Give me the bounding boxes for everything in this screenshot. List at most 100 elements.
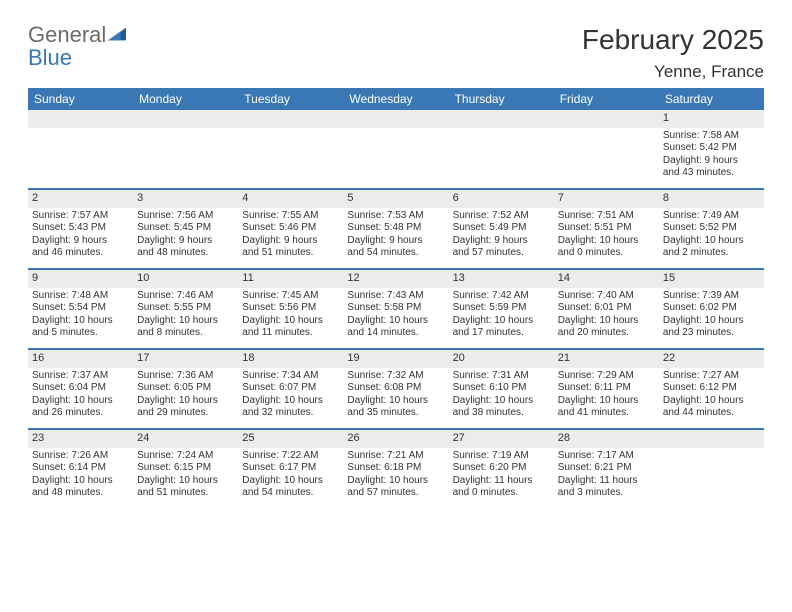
cell-info-line: Sunrise: 7:56 AM (137, 210, 234, 223)
page: General Blue February 2025 Yenne, France… (0, 0, 792, 508)
calendar-cell (554, 110, 659, 188)
calendar-week: 16Sunrise: 7:37 AMSunset: 6:04 PMDayligh… (28, 350, 764, 430)
calendar-cell: 8Sunrise: 7:49 AMSunset: 5:52 PMDaylight… (659, 190, 764, 268)
cell-info-line: Sunset: 5:59 PM (453, 302, 550, 315)
date-number (133, 110, 238, 128)
cell-info-line: Sunrise: 7:48 AM (32, 290, 129, 303)
cell-info-line: Sunrise: 7:26 AM (32, 450, 129, 463)
cell-info-line: Sunrise: 7:27 AM (663, 370, 760, 383)
cell-info-line: Sunset: 5:56 PM (242, 302, 339, 315)
calendar-cell (343, 110, 448, 188)
cell-info-line: and 54 minutes. (242, 487, 339, 500)
cell-info-line: Daylight: 10 hours (242, 315, 339, 328)
cell-info-line: and 23 minutes. (663, 327, 760, 340)
calendar-header-row: Sunday Monday Tuesday Wednesday Thursday… (28, 88, 764, 110)
calendar-cell: 18Sunrise: 7:34 AMSunset: 6:07 PMDayligh… (238, 350, 343, 428)
cell-info-line: Sunset: 6:02 PM (663, 302, 760, 315)
cell-info-line: Sunset: 5:46 PM (242, 222, 339, 235)
date-number: 16 (28, 350, 133, 368)
cell-info-line: Sunrise: 7:52 AM (453, 210, 550, 223)
date-number: 5 (343, 190, 448, 208)
cell-info-line: and 43 minutes. (663, 167, 760, 180)
cell-info-line: Sunrise: 7:46 AM (137, 290, 234, 303)
cell-info-line: Daylight: 10 hours (137, 315, 234, 328)
cell-info-line: Sunset: 6:20 PM (453, 462, 550, 475)
logo-text-block: General Blue (28, 24, 106, 69)
cell-info-line: Sunset: 5:52 PM (663, 222, 760, 235)
cell-info-line: and 17 minutes. (453, 327, 550, 340)
date-number: 12 (343, 270, 448, 288)
cell-info-line: Sunset: 5:43 PM (32, 222, 129, 235)
date-number: 28 (554, 430, 659, 448)
cell-info-line: Daylight: 10 hours (137, 475, 234, 488)
date-number: 17 (133, 350, 238, 368)
cell-info-line: and 5 minutes. (32, 327, 129, 340)
cell-info-line: Daylight: 10 hours (558, 235, 655, 248)
cell-info-line: Sunrise: 7:42 AM (453, 290, 550, 303)
cell-info-line: and 51 minutes. (242, 247, 339, 260)
cell-info-line: Daylight: 10 hours (32, 315, 129, 328)
calendar-cell: 21Sunrise: 7:29 AMSunset: 6:11 PMDayligh… (554, 350, 659, 428)
calendar-cell: 14Sunrise: 7:40 AMSunset: 6:01 PMDayligh… (554, 270, 659, 348)
cell-info-line: Daylight: 9 hours (32, 235, 129, 248)
logo-text-line1: General (28, 22, 106, 47)
cell-info-line: Sunrise: 7:49 AM (663, 210, 760, 223)
cell-info-line: Sunset: 6:01 PM (558, 302, 655, 315)
date-number: 26 (343, 430, 448, 448)
cell-info-line: Sunrise: 7:22 AM (242, 450, 339, 463)
cell-info-line: and 38 minutes. (453, 407, 550, 420)
cell-info-line: and 0 minutes. (558, 247, 655, 260)
calendar-cell: 28Sunrise: 7:17 AMSunset: 6:21 PMDayligh… (554, 430, 659, 508)
calendar-cell: 6Sunrise: 7:52 AMSunset: 5:49 PMDaylight… (449, 190, 554, 268)
calendar-week: 1Sunrise: 7:58 AMSunset: 5:42 PMDaylight… (28, 110, 764, 190)
date-number: 13 (449, 270, 554, 288)
cell-info-line: Daylight: 10 hours (663, 395, 760, 408)
header: General Blue February 2025 Yenne, France (28, 24, 764, 82)
cell-info-line: Sunset: 6:11 PM (558, 382, 655, 395)
cell-info-line: Daylight: 10 hours (242, 475, 339, 488)
cell-info-line: and 57 minutes. (347, 487, 444, 500)
date-number: 11 (238, 270, 343, 288)
calendar-cell: 3Sunrise: 7:56 AMSunset: 5:45 PMDaylight… (133, 190, 238, 268)
calendar-cell: 13Sunrise: 7:42 AMSunset: 5:59 PMDayligh… (449, 270, 554, 348)
date-number (28, 110, 133, 128)
cell-info-line: Sunset: 6:14 PM (32, 462, 129, 475)
cell-info-line: Sunrise: 7:21 AM (347, 450, 444, 463)
date-number: 3 (133, 190, 238, 208)
cell-info-line: Sunrise: 7:32 AM (347, 370, 444, 383)
cell-info-line: Daylight: 9 hours (453, 235, 550, 248)
cell-info-line: Daylight: 11 hours (453, 475, 550, 488)
date-number: 19 (343, 350, 448, 368)
calendar-cell: 23Sunrise: 7:26 AMSunset: 6:14 PMDayligh… (28, 430, 133, 508)
cell-info-line: Daylight: 9 hours (663, 155, 760, 168)
date-number: 6 (449, 190, 554, 208)
day-label-tuesday: Tuesday (238, 88, 343, 110)
calendar-cell: 24Sunrise: 7:24 AMSunset: 6:15 PMDayligh… (133, 430, 238, 508)
cell-info-line: and 20 minutes. (558, 327, 655, 340)
cell-info-line: Sunset: 5:54 PM (32, 302, 129, 315)
cell-info-line: Sunrise: 7:40 AM (558, 290, 655, 303)
calendar-cell: 7Sunrise: 7:51 AMSunset: 5:51 PMDaylight… (554, 190, 659, 268)
cell-info-line: and 57 minutes. (453, 247, 550, 260)
calendar-week: 9Sunrise: 7:48 AMSunset: 5:54 PMDaylight… (28, 270, 764, 350)
cell-info-line: and 54 minutes. (347, 247, 444, 260)
cell-info-line: and 0 minutes. (453, 487, 550, 500)
cell-info-line: Daylight: 10 hours (32, 475, 129, 488)
calendar-cell (133, 110, 238, 188)
cell-info-line: Sunrise: 7:43 AM (347, 290, 444, 303)
cell-info-line: Sunset: 5:51 PM (558, 222, 655, 235)
calendar-cell (449, 110, 554, 188)
cell-info-line: Sunrise: 7:17 AM (558, 450, 655, 463)
date-number (343, 110, 448, 128)
date-number: 21 (554, 350, 659, 368)
calendar-week: 2Sunrise: 7:57 AMSunset: 5:43 PMDaylight… (28, 190, 764, 270)
calendar-cell: 20Sunrise: 7:31 AMSunset: 6:10 PMDayligh… (449, 350, 554, 428)
cell-info-line: Sunrise: 7:55 AM (242, 210, 339, 223)
date-number: 7 (554, 190, 659, 208)
day-label-thursday: Thursday (449, 88, 554, 110)
cell-info-line: Sunset: 6:10 PM (453, 382, 550, 395)
logo-triangle-icon (108, 26, 126, 44)
date-number: 14 (554, 270, 659, 288)
calendar: Sunday Monday Tuesday Wednesday Thursday… (28, 88, 764, 508)
cell-info-line: Sunset: 5:48 PM (347, 222, 444, 235)
